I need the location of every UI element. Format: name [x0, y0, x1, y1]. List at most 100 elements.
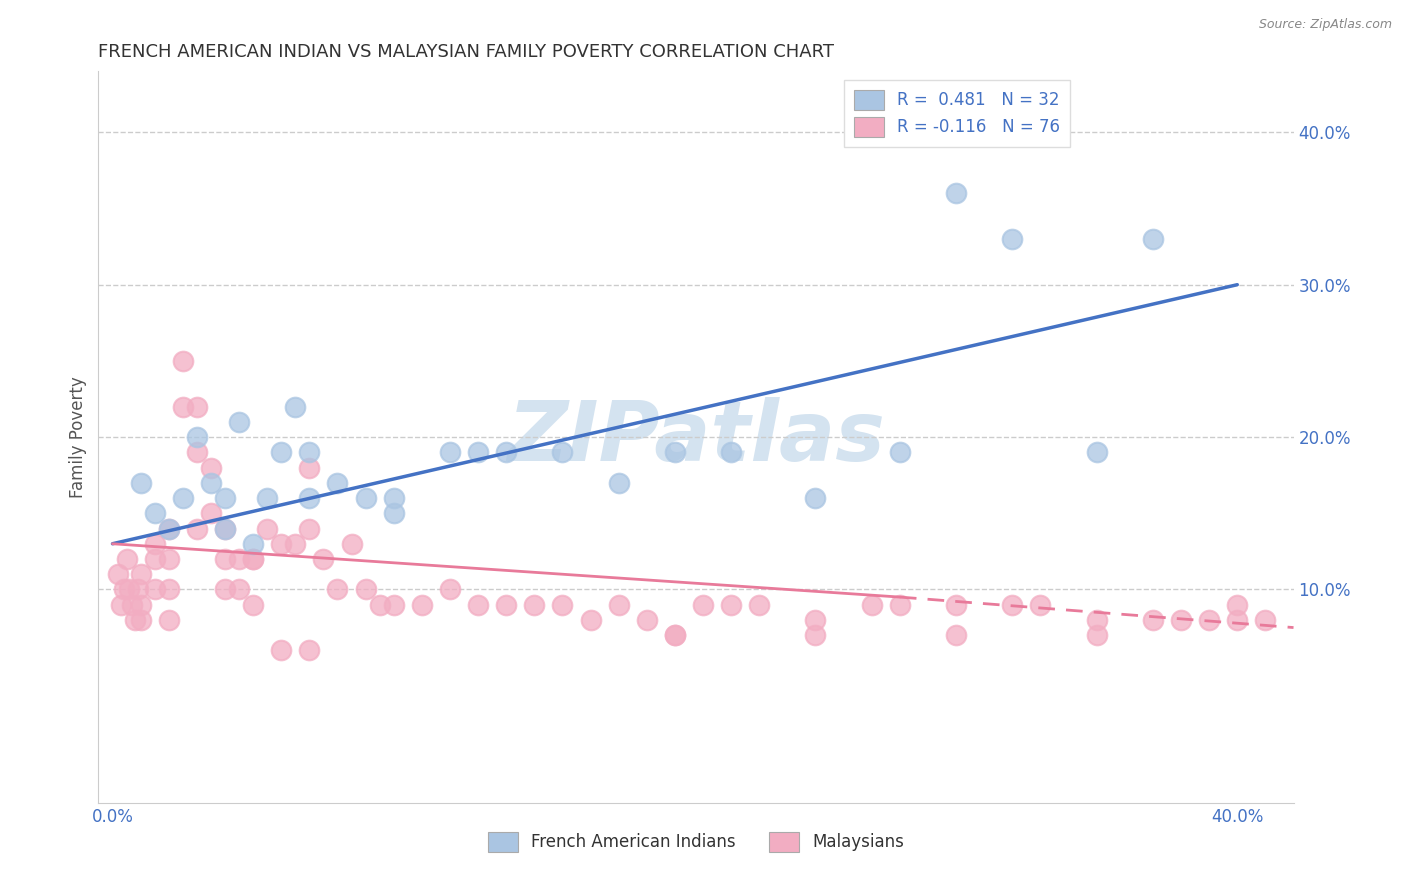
- Point: [664, 628, 686, 642]
- Point: [143, 552, 166, 566]
- Point: [1085, 613, 1108, 627]
- Point: [129, 598, 152, 612]
- Point: [945, 186, 967, 201]
- Point: [1142, 613, 1164, 627]
- Point: [340, 537, 363, 551]
- Point: [495, 445, 517, 459]
- Point: [860, 598, 883, 612]
- Point: [1029, 598, 1052, 612]
- Point: [945, 598, 967, 612]
- Point: [889, 598, 911, 612]
- Point: [1001, 232, 1024, 246]
- Point: [228, 552, 250, 566]
- Point: [1085, 445, 1108, 459]
- Point: [804, 613, 827, 627]
- Point: [284, 537, 307, 551]
- Point: [411, 598, 433, 612]
- Point: [298, 521, 321, 535]
- Point: [664, 445, 686, 459]
- Text: Source: ZipAtlas.com: Source: ZipAtlas.com: [1258, 18, 1392, 31]
- Point: [439, 582, 461, 597]
- Point: [200, 506, 222, 520]
- Point: [382, 491, 405, 505]
- Point: [467, 445, 489, 459]
- Y-axis label: Family Poverty: Family Poverty: [69, 376, 87, 498]
- Point: [143, 506, 166, 520]
- Point: [172, 491, 194, 505]
- Point: [143, 582, 166, 597]
- Point: [157, 521, 180, 535]
- Point: [382, 598, 405, 612]
- Point: [1198, 613, 1220, 627]
- Point: [439, 445, 461, 459]
- Point: [172, 354, 194, 368]
- Point: [326, 475, 349, 490]
- Point: [242, 537, 264, 551]
- Point: [1226, 598, 1249, 612]
- Point: [354, 582, 377, 597]
- Point: [186, 400, 208, 414]
- Point: [382, 506, 405, 520]
- Point: [157, 552, 180, 566]
- Point: [354, 491, 377, 505]
- Point: [143, 537, 166, 551]
- Point: [551, 445, 574, 459]
- Text: FRENCH AMERICAN INDIAN VS MALAYSIAN FAMILY POVERTY CORRELATION CHART: FRENCH AMERICAN INDIAN VS MALAYSIAN FAMI…: [98, 44, 834, 62]
- Point: [1001, 598, 1024, 612]
- Point: [112, 582, 135, 597]
- Point: [720, 598, 742, 612]
- Point: [1226, 613, 1249, 627]
- Text: ZIPatlas: ZIPatlas: [508, 397, 884, 477]
- Point: [186, 445, 208, 459]
- Point: [121, 598, 143, 612]
- Point: [270, 643, 292, 657]
- Point: [228, 415, 250, 429]
- Point: [172, 400, 194, 414]
- Point: [228, 582, 250, 597]
- Point: [523, 598, 546, 612]
- Point: [214, 521, 236, 535]
- Point: [720, 445, 742, 459]
- Point: [129, 475, 152, 490]
- Point: [298, 491, 321, 505]
- Point: [1085, 628, 1108, 642]
- Point: [804, 491, 827, 505]
- Point: [118, 582, 141, 597]
- Point: [186, 430, 208, 444]
- Point: [157, 613, 180, 627]
- Point: [270, 537, 292, 551]
- Point: [1142, 232, 1164, 246]
- Point: [1254, 613, 1277, 627]
- Point: [298, 643, 321, 657]
- Point: [284, 400, 307, 414]
- Point: [107, 567, 129, 582]
- Point: [214, 552, 236, 566]
- Point: [312, 552, 335, 566]
- Legend: French American Indians, Malaysians: French American Indians, Malaysians: [479, 823, 912, 860]
- Point: [270, 445, 292, 459]
- Point: [579, 613, 602, 627]
- Point: [214, 491, 236, 505]
- Point: [200, 460, 222, 475]
- Point: [129, 613, 152, 627]
- Point: [298, 460, 321, 475]
- Point: [214, 521, 236, 535]
- Point: [607, 475, 630, 490]
- Point: [242, 552, 264, 566]
- Point: [129, 567, 152, 582]
- Point: [945, 628, 967, 642]
- Point: [186, 521, 208, 535]
- Point: [124, 613, 146, 627]
- Point: [157, 521, 180, 535]
- Point: [804, 628, 827, 642]
- Point: [127, 582, 149, 597]
- Point: [256, 521, 278, 535]
- Point: [214, 582, 236, 597]
- Point: [889, 445, 911, 459]
- Point: [242, 552, 264, 566]
- Point: [242, 598, 264, 612]
- Point: [115, 552, 138, 566]
- Point: [368, 598, 391, 612]
- Point: [157, 582, 180, 597]
- Point: [467, 598, 489, 612]
